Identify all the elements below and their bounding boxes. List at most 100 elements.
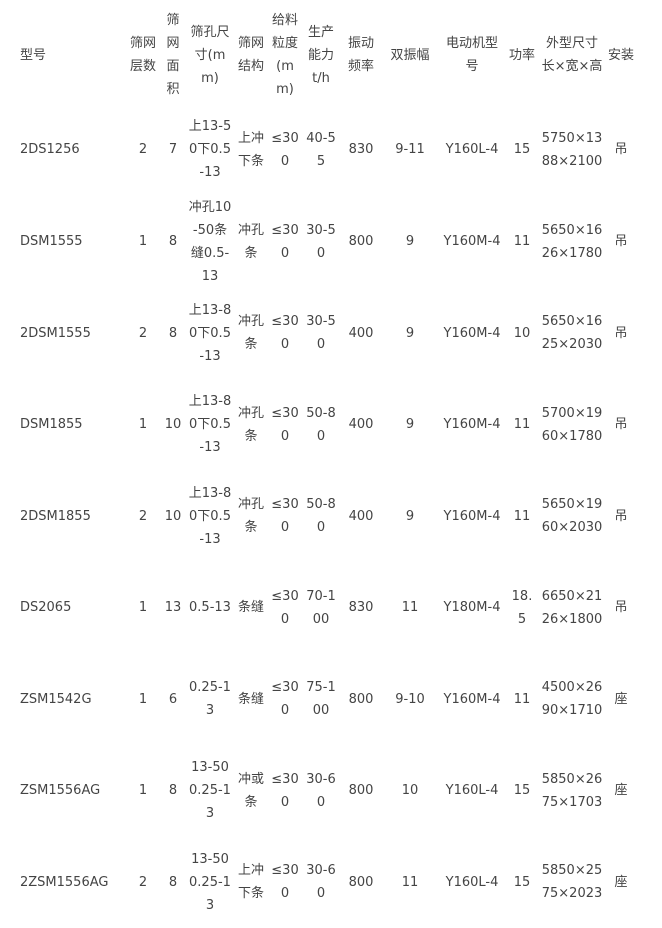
- cell-mesh-structure: 冲孔条: [234, 471, 268, 563]
- cell-capacity: 50-80: [302, 471, 340, 563]
- cell-mesh-structure: 冲孔条: [234, 379, 268, 471]
- cell-model: 2ZSM1556AG: [18, 837, 126, 928]
- cell-amplitude: 10: [382, 745, 438, 837]
- cell-installation: 座: [606, 654, 636, 746]
- cell-amplitude: 11: [382, 837, 438, 928]
- cell-area: 8: [160, 837, 186, 928]
- cell-frequency: 830: [340, 562, 382, 654]
- cell-amplitude: 9-10: [382, 654, 438, 746]
- cell-area: 8: [160, 196, 186, 288]
- cell-power: 15: [506, 104, 538, 196]
- cell-frequency: 400: [340, 471, 382, 563]
- cell-installation: 座: [606, 837, 636, 928]
- cell-model: ZSM1556AG: [18, 745, 126, 837]
- cell-dimensions: 5650×1625×2030: [538, 288, 606, 380]
- cell-capacity: 70-100: [302, 562, 340, 654]
- cell-layers: 2: [126, 471, 160, 563]
- cell-feed-size: ≤300: [268, 379, 302, 471]
- cell-frequency: 800: [340, 654, 382, 746]
- cell-aperture: 13-50 0.25-13: [186, 837, 234, 928]
- cell-power: 15: [506, 745, 538, 837]
- cell-frequency: 800: [340, 196, 382, 288]
- cell-layers: 1: [126, 379, 160, 471]
- cell-installation: 吊: [606, 562, 636, 654]
- cell-feed-size: ≤300: [268, 104, 302, 196]
- cell-frequency: 400: [340, 288, 382, 380]
- cell-aperture: 上13-80下0.5-13: [186, 471, 234, 563]
- cell-dimensions: 6650×2126×1800: [538, 562, 606, 654]
- cell-model: ZSM1542G: [18, 654, 126, 746]
- cell-model: 2DSM1855: [18, 471, 126, 563]
- cell-aperture: 冲孔10-50条缝0.5-13: [186, 196, 234, 288]
- column-header: 振动频率: [340, 6, 382, 104]
- cell-dimensions: 5850×2675×1703: [538, 745, 606, 837]
- cell-feed-size: ≤300: [268, 837, 302, 928]
- cell-power: 10: [506, 288, 538, 380]
- column-header: 生产能力t/h: [302, 6, 340, 104]
- cell-frequency: 800: [340, 837, 382, 928]
- cell-motor-model: Y160M-4: [438, 654, 506, 746]
- cell-motor-model: Y160L-4: [438, 104, 506, 196]
- cell-motor-model: Y180M-4: [438, 562, 506, 654]
- cell-amplitude: 9: [382, 196, 438, 288]
- cell-power: 15: [506, 837, 538, 928]
- cell-mesh-structure: 条缝: [234, 654, 268, 746]
- cell-layers: 1: [126, 745, 160, 837]
- cell-amplitude: 11: [382, 562, 438, 654]
- cell-layers: 1: [126, 654, 160, 746]
- cell-motor-model: Y160L-4: [438, 837, 506, 928]
- cell-layers: 2: [126, 288, 160, 380]
- cell-area: 13: [160, 562, 186, 654]
- cell-installation: 吊: [606, 104, 636, 196]
- cell-capacity: 30-50: [302, 196, 340, 288]
- cell-installation: 吊: [606, 288, 636, 380]
- column-header: 外型尺寸长×宽×高: [538, 6, 606, 104]
- cell-area: 10: [160, 471, 186, 563]
- cell-layers: 2: [126, 104, 160, 196]
- cell-motor-model: Y160M-4: [438, 471, 506, 563]
- cell-capacity: 30-60: [302, 745, 340, 837]
- column-header: 双振幅: [382, 6, 438, 104]
- cell-aperture: 上13-80下0.5-13: [186, 288, 234, 380]
- cell-area: 8: [160, 745, 186, 837]
- cell-dimensions: 4500×2690×1710: [538, 654, 606, 746]
- cell-feed-size: ≤300: [268, 288, 302, 380]
- cell-area: 7: [160, 104, 186, 196]
- cell-feed-size: ≤300: [268, 654, 302, 746]
- cell-layers: 1: [126, 562, 160, 654]
- column-header: 给料粒度(mm): [268, 6, 302, 104]
- cell-frequency: 830: [340, 104, 382, 196]
- cell-area: 8: [160, 288, 186, 380]
- cell-amplitude: 9: [382, 288, 438, 380]
- cell-motor-model: Y160M-4: [438, 288, 506, 380]
- cell-model: 2DSM1555: [18, 288, 126, 380]
- cell-power: 11: [506, 379, 538, 471]
- cell-mesh-structure: 冲或条: [234, 745, 268, 837]
- cell-frequency: 800: [340, 745, 382, 837]
- cell-model: DS2065: [18, 562, 126, 654]
- column-header: 筛网层数: [126, 6, 160, 104]
- column-header: 筛孔尺寸(mm): [186, 6, 234, 104]
- cell-motor-model: Y160L-4: [438, 745, 506, 837]
- cell-amplitude: 9: [382, 379, 438, 471]
- cell-installation: 吊: [606, 379, 636, 471]
- column-header: 型号: [18, 6, 126, 104]
- cell-motor-model: Y160M-4: [438, 196, 506, 288]
- cell-aperture: 上13-50下0.5-13: [186, 104, 234, 196]
- cell-amplitude: 9-11: [382, 104, 438, 196]
- cell-mesh-structure: 冲孔条: [234, 196, 268, 288]
- cell-dimensions: 5650×1626×1780: [538, 196, 606, 288]
- cell-capacity: 40-55: [302, 104, 340, 196]
- cell-aperture: 0.25-13: [186, 654, 234, 746]
- cell-layers: 2: [126, 837, 160, 928]
- cell-aperture: 0.5-13: [186, 562, 234, 654]
- cell-feed-size: ≤300: [268, 562, 302, 654]
- cell-capacity: 30-50: [302, 288, 340, 380]
- cell-mesh-structure: 上冲下条: [234, 837, 268, 928]
